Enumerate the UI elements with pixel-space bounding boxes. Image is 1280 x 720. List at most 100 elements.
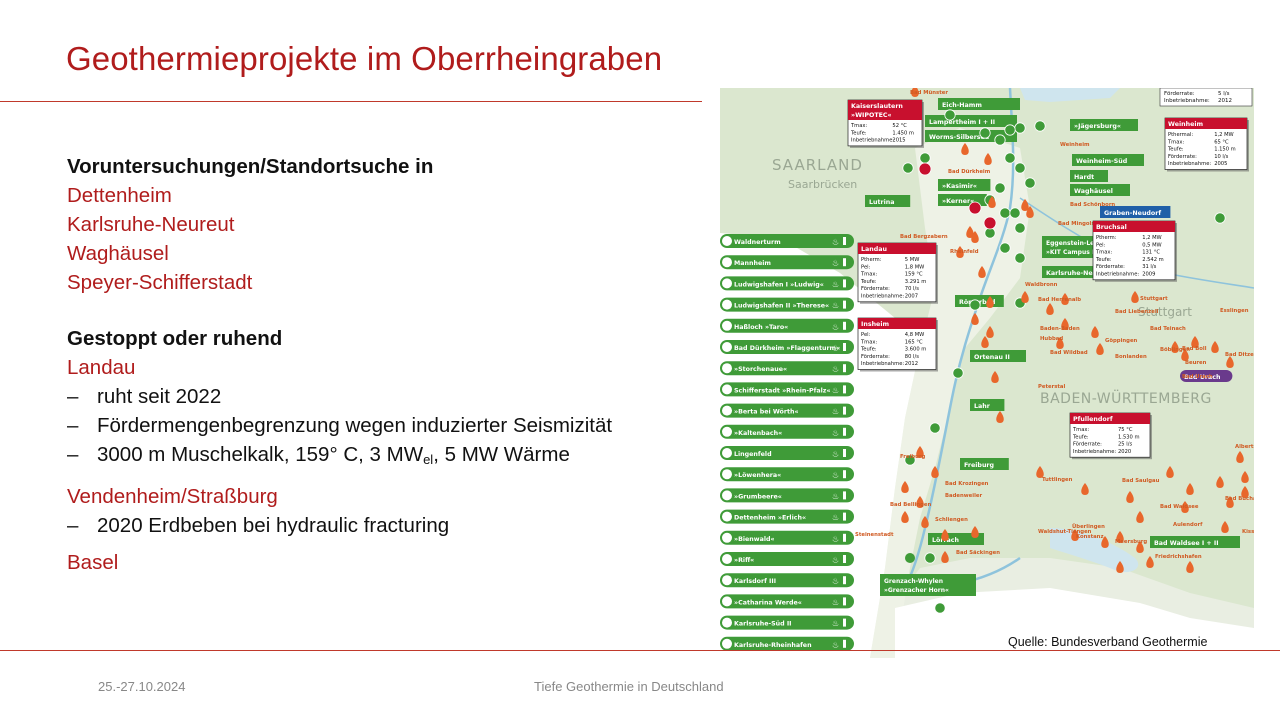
svg-text:»Bienwald«: »Bienwald« [734, 536, 775, 543]
svg-text:♨: ♨ [832, 513, 839, 522]
green-labels: Eich-Hamm Lampertheim I + II Worms-Silbers… [865, 98, 1240, 614]
svg-text:1.530 m: 1.530 m [1118, 434, 1140, 440]
spa-label: Bad Krozingen [945, 481, 989, 487]
green-site-dot [969, 299, 981, 311]
svg-text:Lutrina: Lutrina [869, 199, 895, 206]
svg-text:Förderrate:: Förderrate: [1168, 154, 1197, 160]
spa-drop-icon [1241, 486, 1249, 498]
spa-label: Bad Teinach [1150, 326, 1186, 332]
spa-label: Peterstal [1038, 384, 1065, 390]
green-site-label: Grenzach-Whylen»Grenzacher Horn«Grenzach… [880, 574, 976, 596]
svg-text:Tmax:: Tmax: [860, 272, 877, 278]
side-list-item: »Berta bei Wörth« ♨ [720, 403, 854, 418]
side-list-item: Mannheim ♨ [720, 255, 854, 270]
spa-drop-icon [911, 88, 919, 97]
spa-label: Bad Ditzenbach [1225, 352, 1254, 358]
side-list-item: »Riff« ♨ [720, 552, 854, 566]
spa-drop-icon [1216, 476, 1224, 488]
green-site-dot [1014, 222, 1026, 234]
green-site-label: Bad Waldsee I + II [1150, 536, 1240, 548]
green-site-dot [979, 127, 991, 139]
green-site-dot [934, 602, 946, 614]
green-site-label: Ortenau II [970, 350, 1026, 362]
rhine-valley [870, 128, 1030, 658]
spa-label: Überlingen [1072, 523, 1105, 530]
svg-text:Förderrate:: Förderrate: [1096, 264, 1125, 270]
svg-text:»Kaltenbach«: »Kaltenbach« [734, 430, 782, 437]
spa-label: Bad Bergzabern [900, 234, 948, 240]
svg-text:4,8 MW: 4,8 MW [905, 332, 925, 338]
spa-label: Baden-Baden [1040, 326, 1080, 332]
svg-text:Pthermal:: Pthermal: [1168, 132, 1193, 138]
green-site-dot [944, 109, 956, 121]
spa-drop-icon [1101, 536, 1109, 548]
side-list-item: Karlsruhe-Süd II ♨ [720, 615, 854, 630]
spa-drop-icon [1046, 303, 1054, 315]
svg-text:♨: ♨ [832, 534, 839, 543]
svg-text:Mannheim: Mannheim [734, 260, 771, 267]
svg-text:♨: ♨ [832, 619, 839, 628]
svg-text:3.600 m: 3.600 m [905, 347, 927, 353]
spa-drop-icon [1056, 337, 1064, 349]
svg-text:»Riff«: »Riff« [734, 557, 754, 564]
red-site-dot [918, 162, 932, 176]
spa-label: Hubbad [1040, 336, 1063, 342]
svg-text:♨: ♨ [832, 280, 839, 289]
spa-drop-icon [1211, 341, 1219, 353]
svg-text:Waghäusel: Waghäusel [1074, 188, 1113, 195]
green-site-dot [919, 152, 931, 164]
side-list-item: Ludwigshafen I »Ludwig« ♨ [720, 276, 854, 291]
svg-text:3.291 m: 3.291 m [905, 279, 927, 285]
spa-drop-icon [1021, 291, 1029, 303]
spa-label: Bad Herrenalb [1038, 297, 1081, 303]
spa-label: Bad Wildbad [1050, 350, 1088, 356]
green-site-dot [994, 134, 1006, 146]
svg-text:Hardt: Hardt [1074, 174, 1094, 181]
green-site-dot [1034, 120, 1046, 132]
svg-text:2009: 2009 [1142, 272, 1155, 278]
svg-text:»Storchenaue«: »Storchenaue« [734, 366, 787, 373]
spa-markers: Bad Münster Bad Dürkheim Weinheim Bad Schön… [855, 88, 1254, 573]
section2-heading: Gestoppt oder ruhend [67, 327, 283, 350]
svg-text:75 °C: 75 °C [1118, 427, 1133, 433]
svg-text:Karlsruhe-Süd II: Karlsruhe-Süd II [734, 621, 792, 628]
svg-text:159 °C: 159 °C [905, 272, 923, 278]
info-box: Kaiserslautern »WIPOTEC« Tmax: 52 °C Teufe: 1… [847, 99, 924, 148]
svg-text:2012: 2012 [905, 361, 918, 367]
svg-text:Förderrate:: Förderrate: [861, 354, 890, 360]
spa-label: Bad Buchau [1225, 496, 1254, 502]
spa-drop-icon [966, 226, 974, 238]
spa-drop-icon [1061, 318, 1069, 330]
svg-text:Eggenstein-Leopoldshafen: Eggenstein-Leopoldshafen [1046, 240, 1136, 247]
side-list-item: »Löwenhera« ♨ [720, 467, 854, 482]
side-list-item: »Kaltenbach« ♨ [720, 424, 854, 439]
spa-drop-icon [1021, 199, 1029, 211]
svg-text:♨: ♨ [832, 259, 839, 268]
spa-drop-icon [1181, 501, 1189, 513]
svg-text:Pel:: Pel: [1096, 242, 1106, 248]
spa-drop-icon [981, 336, 989, 348]
svg-text:Lingenfeld: Lingenfeld [734, 451, 772, 458]
side-list-item: Schifferstadt »Rhein-Pfalz« ♨ [720, 382, 854, 397]
red-site-dot [983, 216, 997, 230]
svg-text:Förderrate:: Förderrate: [1164, 91, 1195, 97]
green-site-label: Bad Urach [1180, 370, 1233, 382]
footer-date: 25.-27.10.2024 [98, 679, 186, 694]
footer-divider [0, 650, 1280, 651]
svg-text:Inbetriebnahme:: Inbetriebnahme: [1073, 449, 1116, 455]
spa-drop-icon [988, 196, 996, 208]
spa-drop-icon [1221, 521, 1229, 533]
svg-text:1,2 MW: 1,2 MW [1142, 235, 1162, 241]
spa-drop-icon [1131, 291, 1139, 303]
spa-label: Rheinfeld [950, 249, 979, 255]
spa-label: Meersburg [1115, 539, 1147, 545]
green-site-dot [1214, 212, 1226, 224]
spa-drop-icon [991, 371, 999, 383]
svg-text:Dettenheim »Erlich«: Dettenheim »Erlich« [734, 515, 806, 522]
svg-text:1.450 m: 1.450 m [892, 130, 914, 136]
svg-text:♨: ♨ [832, 598, 839, 607]
svg-text:»Catharina Werde«: »Catharina Werde« [734, 599, 802, 606]
spa-drop-icon [1116, 561, 1124, 573]
side-list-item: Haßloch »Taro« ♨ [720, 318, 854, 333]
svg-text:2005: 2005 [1214, 161, 1227, 167]
